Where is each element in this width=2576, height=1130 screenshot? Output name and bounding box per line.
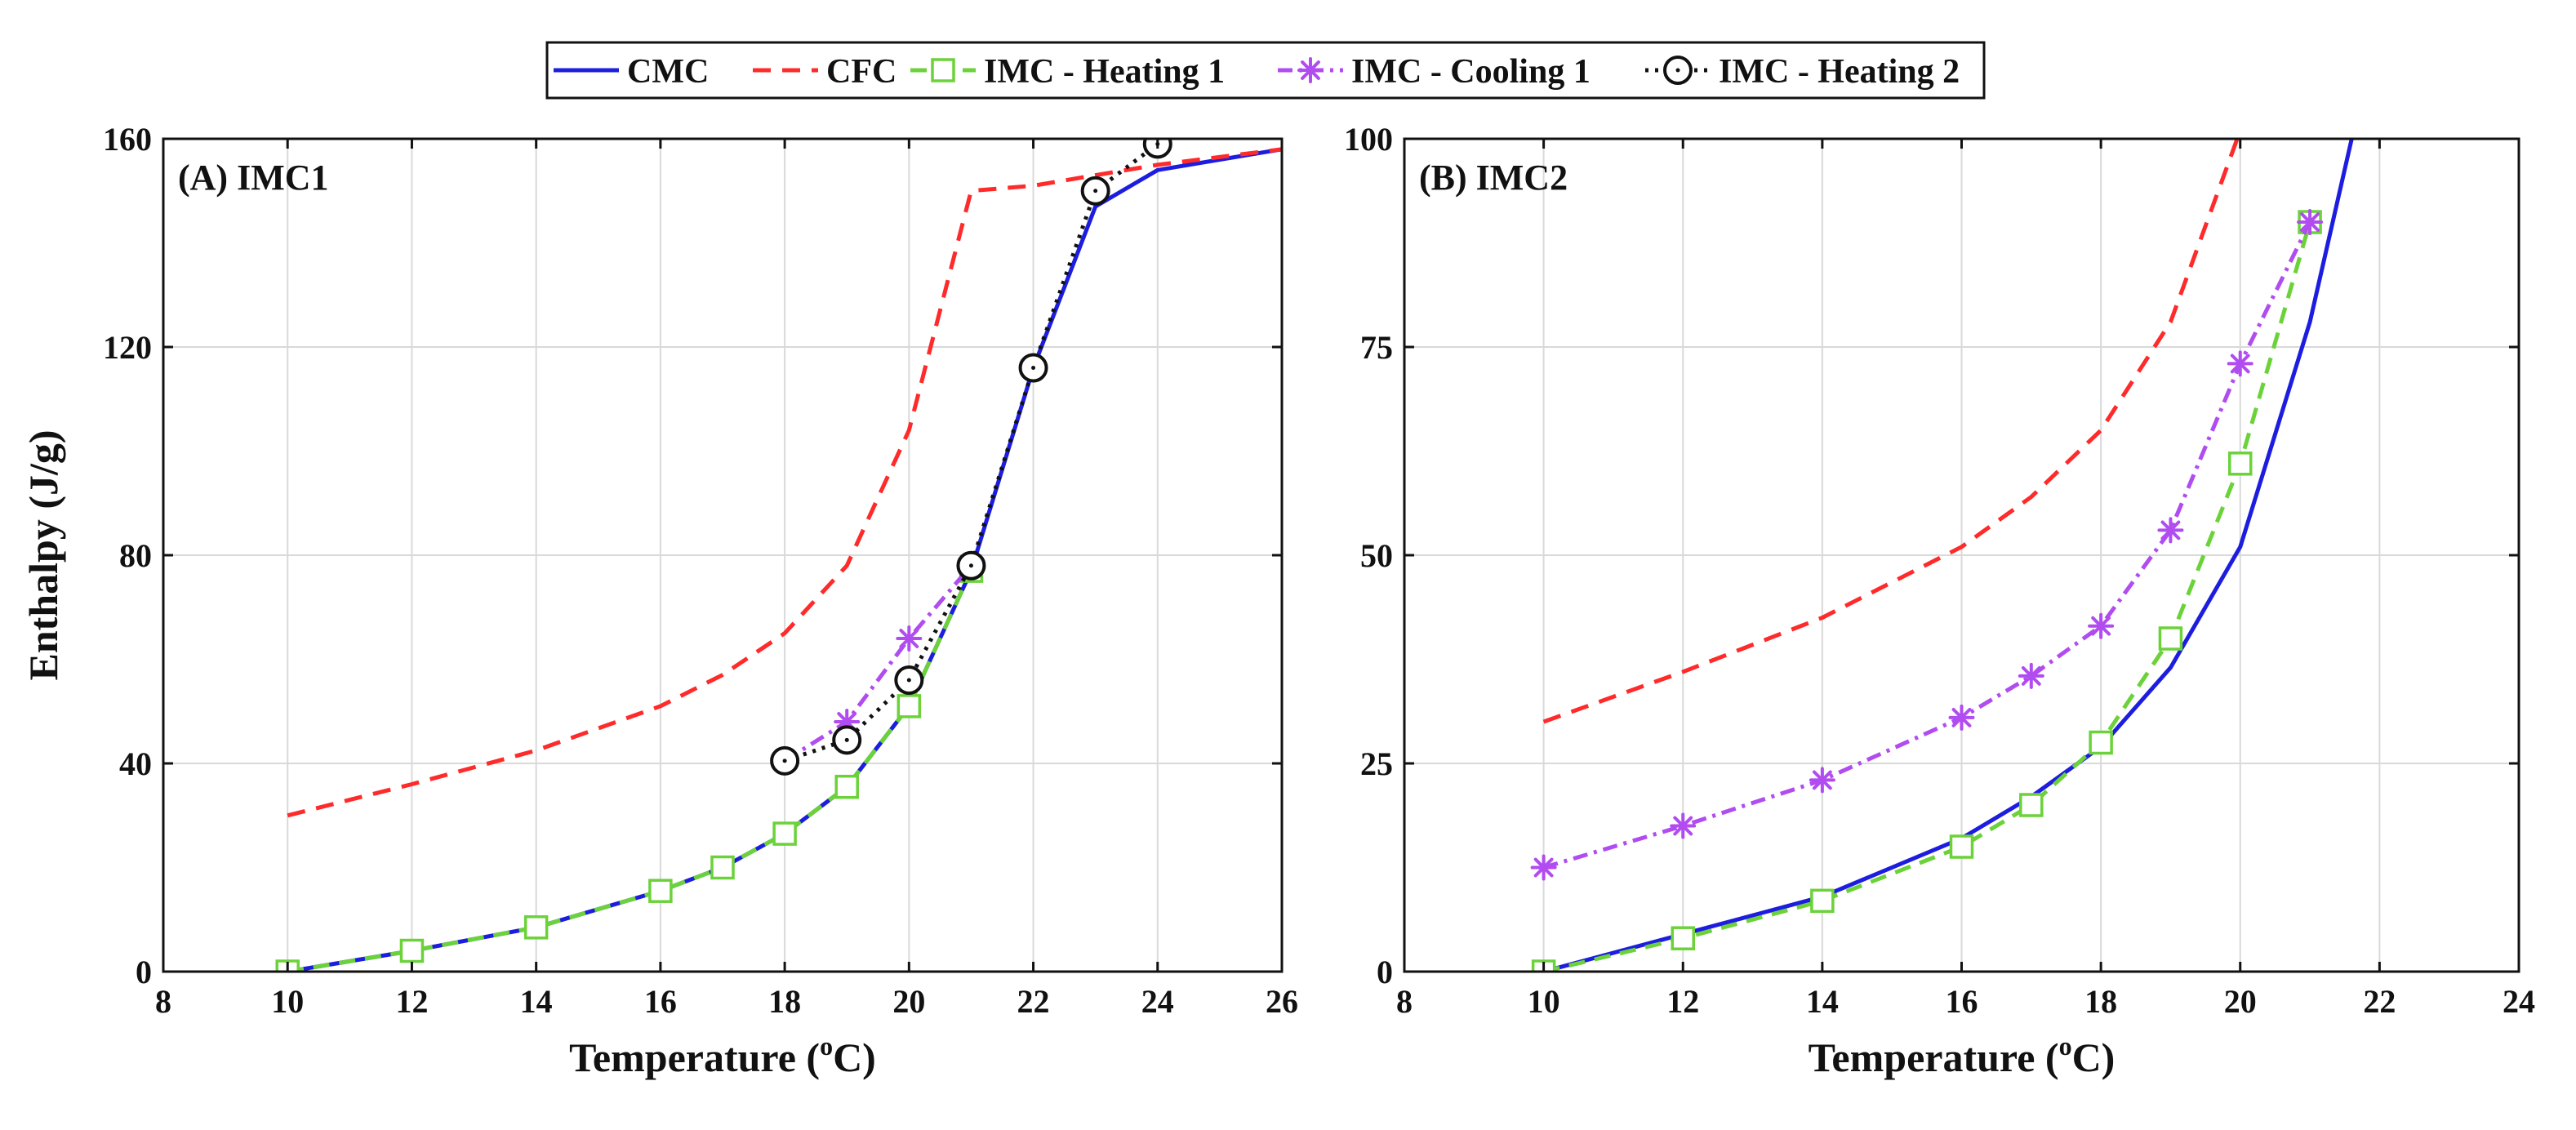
- legend-entry: CMC: [554, 53, 709, 91]
- data-point: [2297, 209, 2324, 235]
- series-line: [1542, 139, 2248, 724]
- data-point: [956, 550, 986, 581]
- y-tick-label: 0: [1377, 954, 1393, 990]
- legend-marker: [1297, 57, 1324, 83]
- x-tick-label: 22: [2363, 983, 2396, 1020]
- data-point: [1810, 888, 1835, 914]
- data-point: [1080, 176, 1110, 206]
- legend-label: IMC - Heating 1: [984, 53, 1225, 91]
- legend-label: IMC - Heating 2: [1719, 53, 1960, 91]
- data-point: [2019, 793, 2044, 817]
- data-point: [770, 745, 800, 776]
- x-axis-label-end: C): [2072, 1034, 2116, 1080]
- series-group: [275, 139, 1282, 972]
- data-point: [2089, 730, 2113, 755]
- data-point: [896, 625, 923, 652]
- x-tick-label: 18: [768, 983, 801, 1020]
- x-tick-label: 16: [1946, 983, 1978, 1020]
- y-tick-label: 80: [119, 537, 152, 574]
- x-tick-label: 8: [155, 983, 171, 1020]
- data-point: [399, 938, 425, 963]
- panel-label: (B) IMC2: [1419, 158, 1568, 198]
- x-axis-label: Temperature (oC): [569, 1031, 876, 1080]
- x-tick-label: 18: [2084, 983, 2117, 1020]
- data-point: [894, 665, 924, 695]
- data-point: [2088, 612, 2115, 639]
- data-point: [2227, 350, 2253, 377]
- ticks: 8 10 12 14 16 18 20 22 24 0 25 50 75 100: [1344, 121, 2535, 1020]
- x-tick-label: 14: [520, 983, 553, 1020]
- data-point: [1018, 353, 1048, 383]
- y-axis-label: Enthalpy (J/g): [20, 429, 66, 680]
- x-tick-label: 8: [1396, 983, 1413, 1020]
- y-tick-label: 40: [119, 745, 152, 782]
- legend-marker: [931, 58, 955, 82]
- data-point: [523, 915, 549, 940]
- data-point: [1949, 834, 1974, 859]
- x-axis-label: Temperature (oC): [1809, 1031, 2116, 1080]
- data-point: [1809, 767, 1835, 794]
- data-point: [2228, 452, 2253, 476]
- x-axis-label-sup: o: [820, 1031, 833, 1061]
- legend-entry: IMC - Heating 1: [910, 53, 1225, 91]
- legend-label: CFC: [826, 53, 896, 91]
- x-tick-label: 22: [1017, 983, 1050, 1020]
- x-tick-label: 24: [1141, 983, 1174, 1020]
- legend-entry: IMC - Heating 2: [1645, 53, 1960, 91]
- x-tick-label: 16: [644, 983, 677, 1020]
- legend-entry: CFC: [753, 53, 896, 91]
- x-tick-label: 12: [395, 983, 428, 1020]
- x-axis-label-sup: o: [2059, 1031, 2072, 1061]
- ticks: 8 10 12 14 16 18 20 22 24 26 0 40 80 120 160: [103, 121, 1298, 1020]
- data-point: [1530, 854, 1557, 881]
- data-point: [832, 725, 862, 755]
- series-group: [1530, 139, 2354, 972]
- y-tick-label: 120: [103, 329, 152, 366]
- y-tick-label: 50: [1360, 537, 1393, 574]
- legend-marker: [1663, 56, 1693, 85]
- x-tick-label: 12: [1666, 983, 1699, 1020]
- data-point: [648, 879, 673, 903]
- data-point: [1670, 812, 1697, 839]
- x-tick-label: 24: [2503, 983, 2535, 1020]
- y-tick-label: 0: [136, 954, 152, 990]
- x-axis-label-text: Temperature (: [1809, 1034, 2059, 1080]
- x-tick-label: 14: [1806, 983, 1839, 1020]
- y-tick-label: 160: [103, 121, 152, 158]
- panel-b: 8 10 12 14 16 18 20 22 24 0 25 50 75 100 (B) IMC2 Tempe…: [1344, 121, 2535, 1080]
- x-tick-label: 10: [1528, 983, 1560, 1020]
- legend-entry: IMC - Cooling 1: [1278, 53, 1591, 91]
- y-tick-label: 25: [1360, 745, 1393, 782]
- x-axis-label-end: C): [833, 1034, 876, 1080]
- x-tick-label: 10: [271, 983, 304, 1020]
- y-tick-label: 100: [1344, 121, 1393, 158]
- series-line: [287, 147, 1282, 818]
- legend-label: CMC: [627, 53, 709, 91]
- data-point: [2018, 662, 2044, 689]
- series-line: [1543, 221, 2312, 972]
- panel-a: 8 10 12 14 16 18 20 22 24 26 0 40 80 120 160 (A) IMC1 Te…: [20, 121, 1298, 1080]
- data-point: [1948, 704, 1975, 731]
- data-point: [896, 694, 922, 718]
- legend-label: IMC - Cooling 1: [1351, 53, 1591, 91]
- data-point: [710, 855, 735, 880]
- data-point: [1671, 926, 1695, 950]
- data-point: [2157, 517, 2184, 544]
- legend: CMC CFC IMC - Heating 1 IMC - Cooling 1 IMC …: [545, 41, 1986, 100]
- data-point: [772, 821, 797, 846]
- series-line: [1542, 220, 2312, 870]
- x-tick-label: 26: [1266, 983, 1298, 1020]
- x-tick-label: 20: [2224, 983, 2257, 1020]
- data-point: [834, 774, 859, 799]
- y-tick-label: 75: [1360, 329, 1393, 366]
- x-axis-label-text: Temperature (: [569, 1034, 820, 1080]
- x-tick-label: 20: [892, 983, 925, 1020]
- data-point: [2158, 626, 2183, 651]
- series-line: [1542, 139, 2354, 972]
- series-line: [783, 564, 973, 763]
- panel-label: (A) IMC1: [178, 158, 329, 198]
